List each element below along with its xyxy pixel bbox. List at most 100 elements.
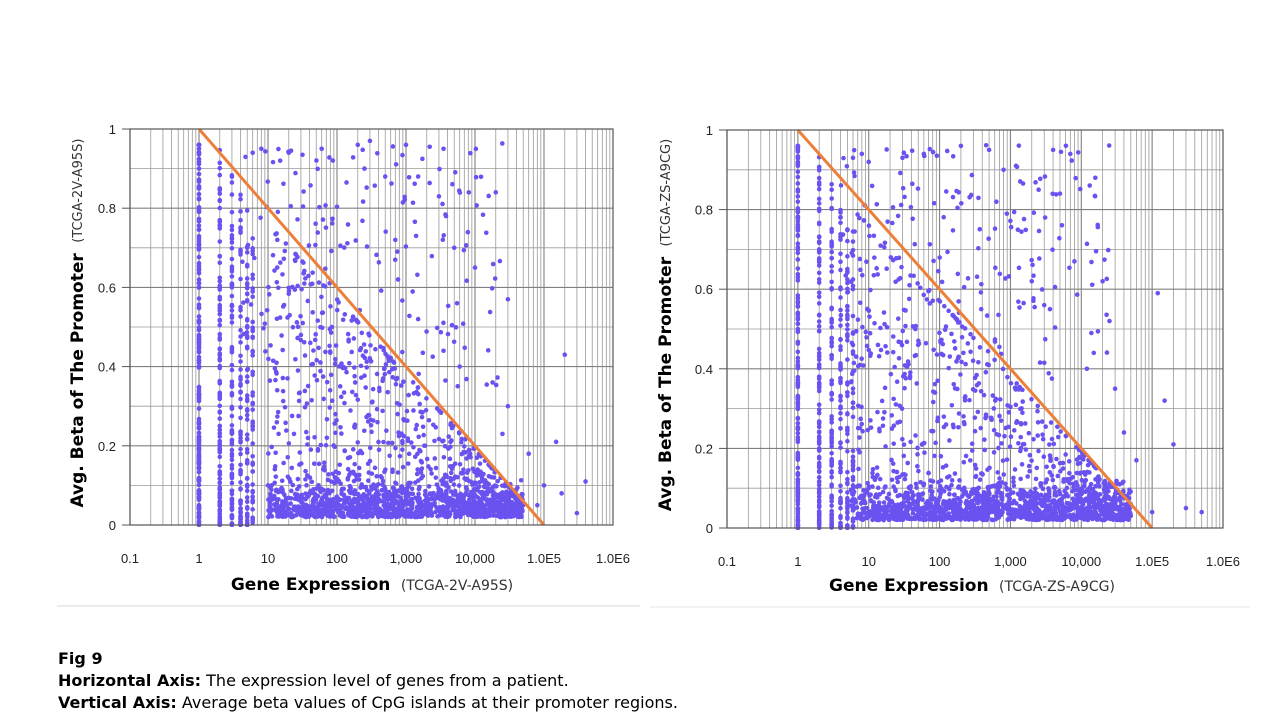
scatter-point <box>845 448 850 454</box>
scatter-point <box>902 476 908 482</box>
scatter-point <box>1035 403 1041 409</box>
scatter-point <box>1035 420 1041 425</box>
scatter-point <box>390 144 396 149</box>
scatter-point <box>382 505 388 510</box>
scatter-point <box>478 472 483 478</box>
scatter-point <box>497 514 502 520</box>
scatter-point <box>886 491 892 497</box>
scatter-point <box>229 496 235 501</box>
scatter-point <box>461 444 467 449</box>
scatter-point <box>293 251 298 257</box>
scatter-point <box>489 286 495 291</box>
scatter-point <box>849 340 855 346</box>
scatter-point <box>319 310 325 316</box>
scatter-point <box>376 482 381 487</box>
scatter-point <box>250 372 255 378</box>
scatter-point <box>275 409 281 415</box>
scatter-point <box>387 453 392 459</box>
scatter-point <box>405 436 411 441</box>
scatter-point <box>929 492 934 498</box>
scatter-point <box>270 252 276 258</box>
scatter-point <box>461 467 466 472</box>
scatter-point <box>897 403 903 409</box>
scatter-point <box>1113 505 1118 511</box>
scatter-point <box>867 330 873 336</box>
scatter-point <box>400 298 405 303</box>
scatter-point <box>845 238 850 244</box>
scatter-point <box>355 142 361 148</box>
scatter-point <box>393 445 398 451</box>
scatter-point <box>217 172 223 178</box>
scatter-point <box>274 360 279 366</box>
scatter-point <box>795 481 801 487</box>
scatter-point <box>864 335 869 340</box>
scatter-point <box>336 470 342 476</box>
scatter-point <box>816 402 822 408</box>
scatter-point <box>426 484 432 489</box>
scatter-point <box>975 495 980 501</box>
scatter-point <box>477 502 483 508</box>
scatter-point <box>864 259 869 264</box>
scatter-point <box>1070 481 1076 487</box>
scatter-point <box>376 447 382 453</box>
chart-left: 0.1 1 10 100 1,000 10,000 1.0E5 1.0E6 00.20.40.… <box>68 122 630 595</box>
scatter-point <box>423 505 428 511</box>
scatter-point <box>838 394 843 399</box>
scatter-point <box>447 464 453 469</box>
scatter-point <box>342 400 347 406</box>
scatter-point <box>472 511 478 516</box>
scatter-point <box>1011 475 1016 481</box>
scatter-point <box>895 316 901 321</box>
scatter-point <box>196 263 202 269</box>
scatter-point <box>816 410 822 416</box>
scatter-point <box>383 467 388 472</box>
scatter-points-right <box>795 142 1204 530</box>
scatter-point <box>867 353 873 359</box>
scatter-point <box>403 142 409 148</box>
scatter-point <box>396 494 401 499</box>
scatter-point <box>245 366 251 372</box>
scatter-point <box>244 325 250 330</box>
scatter-point <box>871 272 877 278</box>
scatter-point <box>196 242 202 248</box>
scatter-point <box>297 450 303 455</box>
scatter-point <box>229 475 235 481</box>
scatter-point <box>915 463 920 469</box>
scatter-point <box>1058 501 1063 506</box>
scatter-point <box>436 489 441 495</box>
scatter-point <box>1022 421 1028 426</box>
scatter-point <box>229 504 235 510</box>
scatter-point <box>952 471 958 476</box>
scatter-point <box>281 510 286 516</box>
scatter-point <box>426 498 431 503</box>
scatter-point <box>300 512 306 518</box>
scatter-point <box>359 330 365 336</box>
scatter-point <box>852 229 857 234</box>
scatter-point <box>473 174 479 180</box>
scatter-point <box>972 388 978 393</box>
scatter-point <box>374 252 379 258</box>
scatter-point <box>250 348 255 354</box>
scatter-point <box>865 427 871 433</box>
scatter-point <box>795 359 801 364</box>
scatter-point <box>1041 454 1047 460</box>
scatter-point <box>370 513 375 519</box>
scatter-point <box>380 408 385 414</box>
scatter-point <box>881 508 886 513</box>
scatter-point <box>1043 424 1049 429</box>
scatter-point <box>919 492 924 497</box>
scatter-point <box>287 312 292 318</box>
scatter-point <box>268 491 273 497</box>
scatter-point <box>229 240 235 245</box>
scatter-point <box>311 499 316 505</box>
scatter-point <box>390 440 395 446</box>
scatter-point <box>217 416 223 421</box>
scatter-point <box>795 497 801 502</box>
scatter-point <box>1087 500 1092 506</box>
scatter-point <box>474 203 479 208</box>
scatter-point <box>499 141 505 146</box>
scatter-point <box>983 415 988 421</box>
scatter-point <box>882 321 887 327</box>
scatter-point <box>217 392 223 398</box>
scatter-point <box>293 170 298 176</box>
